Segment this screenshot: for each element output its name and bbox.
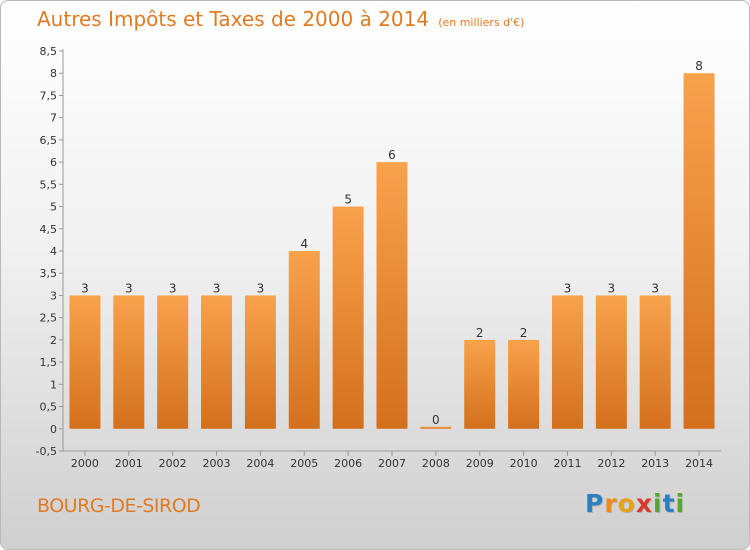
y-tick-label: 5: [50, 201, 57, 214]
data-label-2013: 3: [651, 281, 659, 295]
x-tick-label-2006: 2006: [334, 457, 362, 470]
y-tick-label: 4: [50, 245, 57, 258]
data-label-2001: 3: [125, 281, 133, 295]
y-tick-label: 4,5: [40, 223, 58, 236]
commune-name: BOURG-DE-SIROD: [37, 495, 201, 517]
bar-2010: [508, 339, 540, 429]
logo-letter: r: [604, 489, 618, 518]
y-tick-label: 6,5: [40, 134, 58, 147]
data-label-2014: 8: [695, 59, 703, 73]
data-labels: 3 3 3 3 3 4 5 6 0 2 2 3 3 3 8: [81, 59, 703, 427]
x-tick-label-2009: 2009: [466, 457, 494, 470]
data-label-2000: 3: [81, 281, 89, 295]
data-label-2012: 3: [608, 281, 616, 295]
bars: [69, 73, 715, 429]
logo-letter: i: [653, 489, 663, 518]
x-tick-label-2010: 2010: [510, 457, 538, 470]
bar-2005: [288, 251, 320, 429]
bar-2001: [113, 295, 145, 429]
x-tick-label-2012: 2012: [597, 457, 625, 470]
bar-2006: [332, 206, 364, 429]
data-label-2003: 3: [213, 281, 221, 295]
data-label-2011: 3: [564, 281, 572, 295]
x-tick-label-2007: 2007: [378, 457, 406, 470]
x-tick-label-2014: 2014: [685, 457, 713, 470]
bar-2008: [420, 426, 452, 429]
x-tick-label-2011: 2011: [553, 457, 581, 470]
x-tick-label-2003: 2003: [203, 457, 231, 470]
bar-2002: [157, 295, 189, 429]
logo-letter: i: [675, 489, 686, 518]
y-tick-label: 8,5: [40, 45, 58, 58]
x-tick-label-2008: 2008: [422, 457, 450, 470]
x-tick-label-2001: 2001: [115, 457, 143, 470]
chart-title: Autres Impôts et Taxes de 2000 à 2014: [37, 7, 430, 31]
x-tick-label-2000: 2000: [71, 457, 99, 470]
logo-letter: P: [585, 489, 605, 518]
data-label-2010: 2: [520, 326, 528, 340]
logo-letter: x: [635, 489, 653, 518]
x-tick-label-2005: 2005: [290, 457, 318, 470]
y-tick-label: 1,5: [40, 356, 58, 369]
bar-2000: [69, 295, 101, 429]
logo-letter: t: [662, 489, 676, 518]
data-label-2002: 3: [169, 281, 177, 295]
bar-2014: [683, 73, 715, 429]
y-tick-label: 3,5: [40, 267, 58, 280]
bar-2012: [595, 295, 627, 429]
x-tick-label-2004: 2004: [246, 457, 274, 470]
logo-letter: o: [617, 489, 636, 518]
y-tick-label: 7: [50, 112, 57, 125]
y-tick-label: 5,5: [40, 178, 58, 191]
bar-2003: [201, 295, 233, 429]
y-tick-label: 2,5: [40, 312, 58, 325]
title-row: Autres Impôts et Taxes de 2000 à 2014 (e…: [37, 7, 524, 31]
y-tick-label: 8: [50, 67, 57, 80]
x-tick-labels: 2000 2001 2002 2003 2004 2005 2006 2007 2008 2009…: [71, 451, 713, 470]
data-label-2009: 2: [476, 326, 484, 340]
proxiti-logo: Proxiti: [585, 489, 685, 518]
data-label-2008: 0: [432, 413, 440, 427]
bar-2004: [244, 295, 276, 429]
data-label-2007: 6: [388, 148, 396, 162]
data-label-2004: 3: [257, 281, 265, 295]
y-ticks: -0,5 0 0,5 1 1,5 2 2,5 3 3,5 4 4,5 5 5,5 6 6,5 7 7,5 8 8,5: [36, 45, 63, 458]
y-tick-label: 3: [50, 289, 57, 302]
data-label-2006: 5: [344, 193, 352, 207]
data-label-2005: 4: [300, 237, 308, 251]
bar-2009: [464, 339, 496, 429]
x-tick-label-2013: 2013: [641, 457, 669, 470]
y-tick-label: 2: [50, 334, 57, 347]
bar-2007: [376, 162, 408, 429]
y-tick-label: 0: [50, 423, 57, 436]
chart-subtitle: (en milliers d'€): [438, 16, 525, 29]
bar-2011: [551, 295, 583, 429]
y-tick-label: 1: [50, 378, 57, 391]
bar-2013: [639, 295, 671, 429]
y-tick-label: 0,5: [40, 401, 58, 414]
x-tick-label-2002: 2002: [159, 457, 187, 470]
y-tick-label: -0,5: [36, 445, 57, 458]
y-tick-label: 7,5: [40, 89, 58, 102]
y-tick-label: 6: [50, 156, 57, 169]
